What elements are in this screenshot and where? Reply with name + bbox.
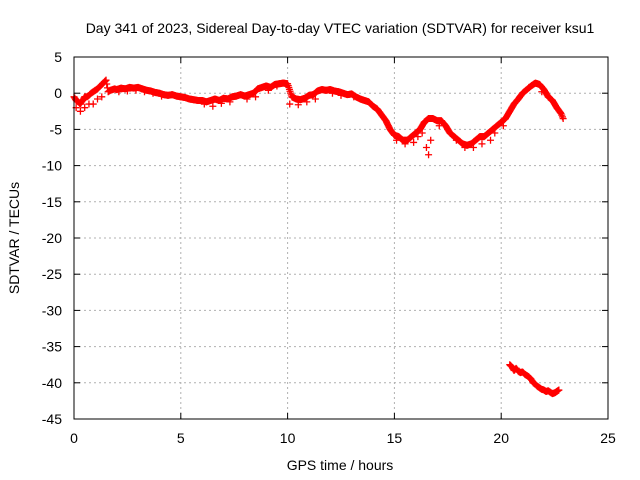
- data-point: [422, 144, 430, 151]
- data-point: [132, 86, 140, 94]
- data-point: [303, 98, 311, 106]
- y-axis-title: SDTVAR / TECUs: [6, 182, 22, 294]
- data-point: [452, 136, 460, 144]
- data-point: [76, 107, 84, 115]
- y-tick-label: -5: [50, 121, 63, 137]
- data-point: [469, 144, 477, 151]
- data-point: [89, 100, 97, 108]
- data-point: [102, 76, 110, 84]
- data-point: [149, 89, 157, 97]
- data-point: [140, 88, 148, 96]
- data-point: [425, 151, 433, 159]
- data-point: [435, 122, 443, 130]
- data-point: [491, 129, 499, 137]
- data-point: [525, 83, 533, 91]
- data-point: [461, 144, 469, 151]
- x-tick-label: 10: [280, 430, 296, 446]
- axis-ticks: 0 5 10 15 20 25 5 0 -5 -10 -15 -20 -25 -30 -35 -40 -45: [42, 49, 616, 446]
- data-point: [98, 93, 106, 101]
- x-tick-label: 5: [177, 430, 185, 446]
- data-point: [286, 100, 294, 108]
- y-tick-label: -25: [42, 266, 62, 282]
- data-point: [226, 98, 234, 106]
- y-tick-label: -20: [42, 230, 62, 246]
- data-point: [158, 92, 166, 100]
- chart-title: Day 341 of 2023, Sidereal Day-to-day VTE…: [86, 20, 595, 36]
- data-point: [337, 91, 345, 99]
- data-point: [414, 133, 422, 141]
- data-point: [93, 95, 101, 103]
- data-point: [243, 95, 251, 103]
- data-layer: [70, 76, 567, 398]
- grid: [74, 57, 608, 419]
- y-tick-label: -15: [42, 194, 62, 210]
- data-point: [538, 88, 546, 96]
- data-point: [444, 125, 452, 133]
- x-tick-label: 15: [387, 430, 403, 446]
- data-point: [123, 87, 131, 95]
- data-point: [427, 136, 435, 144]
- data-point: [478, 140, 486, 148]
- x-tick-label: 25: [600, 430, 616, 446]
- data-point: [401, 140, 409, 148]
- data-point: [311, 95, 319, 103]
- y-tick-label: -40: [42, 375, 62, 391]
- data-point: [328, 89, 336, 97]
- data-point: [487, 136, 495, 144]
- data-point: [499, 122, 507, 130]
- data-point: [273, 82, 281, 90]
- data-point: [217, 99, 225, 107]
- y-tick-label: -30: [42, 302, 62, 318]
- data-point: [81, 104, 89, 112]
- x-tick-label: 20: [493, 430, 509, 446]
- data-point: [555, 386, 563, 394]
- data-point: [200, 100, 208, 108]
- data-point: [103, 80, 111, 88]
- data-point: [115, 88, 123, 96]
- data-point: [294, 101, 302, 109]
- data-point: [264, 86, 272, 94]
- data-point: [559, 115, 567, 123]
- y-tick-label: 0: [54, 85, 62, 101]
- data-point: [350, 93, 358, 101]
- y-tick-label: 5: [54, 49, 62, 65]
- data-point: [252, 93, 260, 101]
- data-point: [209, 102, 217, 110]
- x-axis-title: GPS time / hours: [287, 457, 394, 473]
- y-tick-label: -45: [42, 411, 62, 427]
- y-tick-label: -35: [42, 339, 62, 355]
- data-point: [101, 77, 109, 85]
- x-tick-label: 0: [70, 430, 78, 446]
- y-tick-label: -10: [42, 158, 62, 174]
- data-point: [393, 136, 401, 144]
- data-point: [418, 129, 426, 137]
- data-point: [410, 138, 418, 146]
